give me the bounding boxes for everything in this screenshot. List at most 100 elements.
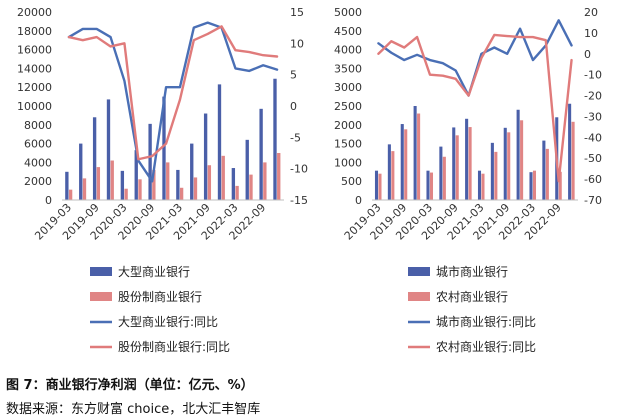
bar [259,108,263,200]
bar [532,170,537,200]
bar [162,96,166,200]
bar [65,171,69,200]
y-left-tick-label: 500 [341,175,362,188]
bar [520,120,524,200]
y-right-tick-label: -60 [584,173,602,186]
bar [138,179,142,200]
y-right-tick-label: 5 [290,69,297,82]
bar [249,174,253,200]
y-left-tick-label: 0 [45,194,52,207]
legend-label: 股份制商业银行:同比 [118,339,230,354]
bar [391,151,395,200]
bar [106,99,111,200]
bar [374,170,379,200]
legend-label: 城市商业银行:同比 [436,314,536,329]
bar [507,132,511,200]
y-left-tick-label: 14000 [17,62,52,75]
y-right-tick-label: -10 [584,69,602,82]
bar [92,117,97,200]
y-right-tick-label: 0 [290,100,297,113]
bar [148,123,152,200]
bar [503,127,507,200]
y-left-tick-label: 8000 [24,119,52,132]
y-left-tick-label: 4500 [334,25,362,38]
y-left-tick-label: 20000 [17,6,52,19]
y-left-tick-label: 3500 [334,62,362,75]
bar [417,113,421,200]
bar [193,177,198,200]
y-right-tick-label: 10 [584,27,598,40]
bar [221,155,225,200]
bar [245,139,249,200]
y-right-tick-label: 0 [584,48,591,61]
bar [400,124,404,200]
bar [110,160,114,200]
y-left-tick-label: 5000 [334,6,362,19]
bar [96,167,101,200]
legend-swatch [408,292,430,301]
bar [490,142,494,200]
data-source: 数据来源：东方财富 choice，北大汇丰智库 [6,402,261,417]
bar [413,106,417,200]
bar [455,135,459,200]
legend-label: 农村商业银行:同比 [436,339,536,354]
y-left-tick-label: 0 [355,194,362,207]
bar [263,162,267,200]
y-left-tick-label: 12000 [17,81,52,94]
legend-swatch [90,267,112,276]
bar [442,156,446,200]
bar [277,153,281,200]
y-left-tick-label: 2500 [334,100,362,113]
bar [176,169,180,200]
bar [179,187,184,200]
legend-label: 大型商业银行:同比 [118,314,218,329]
bar [468,127,472,200]
y-right-tick-label: -20 [584,90,602,103]
y-left-tick-label: 1500 [334,138,362,151]
bar [273,78,277,200]
legend-swatch [408,267,430,276]
bar [542,140,546,200]
legend-label: 城市商业银行 [436,264,508,279]
bar [120,170,125,200]
bar [231,168,236,200]
figure-caption: 图 7：商业银行净利润（单位：亿元、%） [6,378,254,393]
bar [217,84,222,200]
bar [529,172,533,200]
bar [494,151,498,200]
y-left-tick-label: 18000 [17,25,52,38]
bar [545,148,549,200]
bar [378,173,382,200]
y-right-tick-label: 10 [290,37,304,50]
bar [68,189,73,200]
bar [207,165,212,200]
bar [452,127,456,200]
bar [152,169,156,200]
legend-label: 股份制商业银行 [118,289,202,304]
bar [568,103,572,200]
series-line [377,33,573,183]
bar [558,171,562,200]
bar [124,188,128,200]
bar [235,185,239,200]
y-right-tick-label: 20 [584,6,598,19]
legend-label: 大型商业银行 [118,264,190,279]
y-right-tick-label: -70 [584,194,602,207]
bar [571,121,575,200]
bar [134,150,138,200]
y-right-tick-label: -10 [290,163,308,176]
y-right-tick-label: -5 [290,131,301,144]
y-left-tick-label: 2000 [24,175,52,188]
bar [477,170,482,200]
y-right-tick-label: -30 [584,110,602,123]
bar [426,170,430,200]
chart-panel-right: 0 500 1000 1500 2000 2500 3000 3500 4000 4500 5000… [334,6,602,354]
bar [79,143,83,200]
legend-label: 农村商业银行 [436,289,508,304]
y-right-tick-label: 15 [290,6,304,19]
bar [190,143,194,200]
series-line [67,21,279,183]
y-left-tick-label: 4000 [24,156,52,169]
y-right-tick-label: -40 [584,131,602,144]
